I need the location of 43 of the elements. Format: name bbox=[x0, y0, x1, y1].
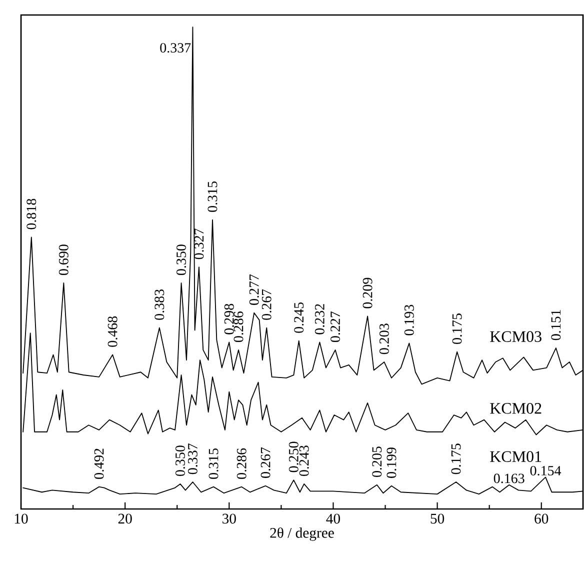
annotation: 0.209 bbox=[362, 278, 372, 308]
annotation: 0.175 bbox=[452, 314, 462, 344]
annotation: 0.250 bbox=[288, 442, 298, 472]
annotation: 0.350 bbox=[175, 446, 185, 476]
annotation: 0.327 bbox=[194, 228, 204, 260]
x-tick-label: 60 bbox=[534, 514, 548, 524]
annotation: 0.151 bbox=[551, 310, 561, 340]
x-tick-label: 30 bbox=[222, 514, 236, 524]
annotation: 0.315 bbox=[208, 448, 218, 479]
annotation: 0.286 bbox=[236, 448, 246, 479]
annotation: 0.468 bbox=[108, 316, 118, 347]
annotation: 0.350 bbox=[176, 244, 186, 276]
annotation: 0.232 bbox=[314, 304, 324, 334]
annotation: 0.154 bbox=[530, 466, 562, 476]
x-tick-label: 10 bbox=[14, 514, 28, 524]
x-tick-label: 20 bbox=[118, 514, 132, 524]
annotation: 0.267 bbox=[260, 447, 270, 478]
annotation: 0.337 bbox=[188, 444, 198, 474]
annotation: 0.298 bbox=[224, 304, 234, 334]
annotation: 0.245 bbox=[294, 302, 304, 333]
annotation: 0.383 bbox=[154, 289, 164, 320]
series-label: KCM02 bbox=[490, 402, 542, 414]
annotation: 0.193 bbox=[404, 304, 414, 336]
annotation: 0.492 bbox=[94, 448, 104, 479]
x-tick-label: 40 bbox=[326, 514, 340, 524]
annotation: 0.227 bbox=[330, 311, 340, 342]
annotation: 0.286 bbox=[234, 311, 244, 342]
x-tick-label: 50 bbox=[430, 514, 444, 524]
annotation: 0.199 bbox=[386, 448, 396, 478]
annotation: 0.337 bbox=[160, 43, 191, 53]
annotation: 0.175 bbox=[451, 444, 461, 474]
annotation: 0.205 bbox=[372, 446, 382, 477]
series-label: KCM01 bbox=[490, 451, 542, 462]
series-label: KCM03 bbox=[490, 331, 542, 342]
x-axis-title: 2θ / degree bbox=[270, 527, 334, 541]
annotation: 0.315 bbox=[208, 182, 218, 212]
annotation: 0.690 bbox=[58, 244, 68, 276]
annotation: 0.267 bbox=[262, 289, 272, 320]
annotation: 0.203 bbox=[379, 324, 389, 354]
annotation: 0.818 bbox=[26, 198, 36, 230]
annotation: 0.277 bbox=[249, 274, 259, 305]
annotation: 0.243 bbox=[299, 446, 309, 476]
annotation: 0.163 bbox=[494, 474, 524, 484]
